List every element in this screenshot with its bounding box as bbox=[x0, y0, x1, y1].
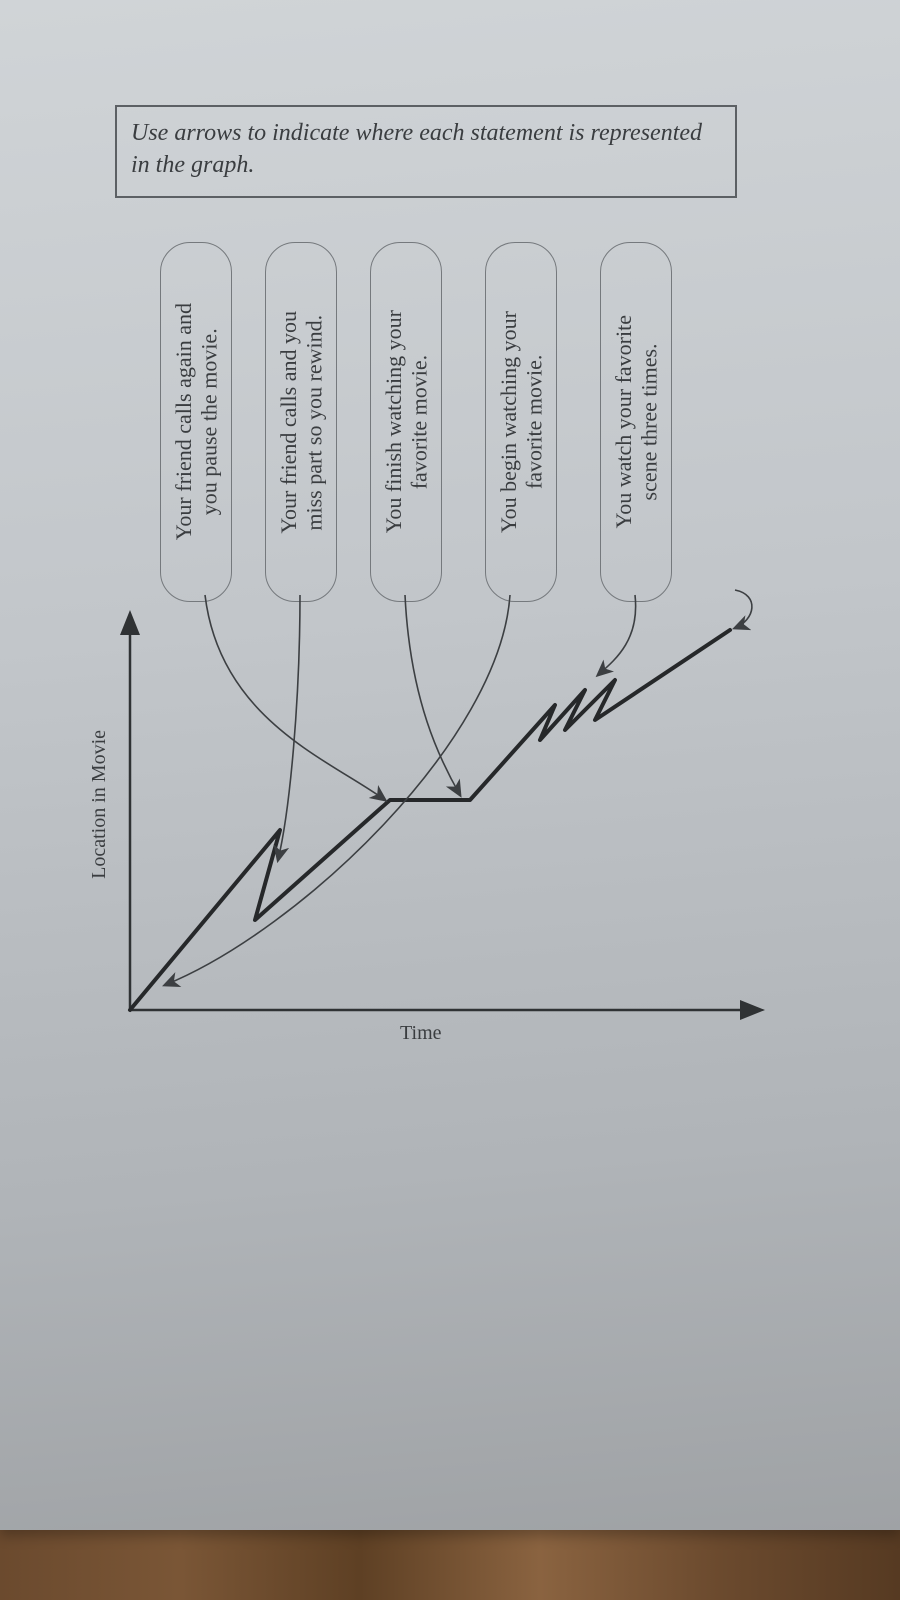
arrow-pause bbox=[205, 595, 385, 800]
desk-wood bbox=[0, 1530, 900, 1600]
arrow-finish_end bbox=[735, 590, 752, 628]
arrow-three bbox=[598, 595, 636, 675]
arrow-rewind bbox=[278, 595, 300, 860]
arrow-begin bbox=[165, 595, 510, 985]
movie-plot-line bbox=[130, 630, 730, 1010]
graph-svg bbox=[0, 0, 900, 1100]
annotation-arrows bbox=[165, 590, 752, 985]
worksheet-page: Use arrows to indicate where each statem… bbox=[0, 0, 900, 1530]
arrow-finish bbox=[405, 595, 460, 795]
